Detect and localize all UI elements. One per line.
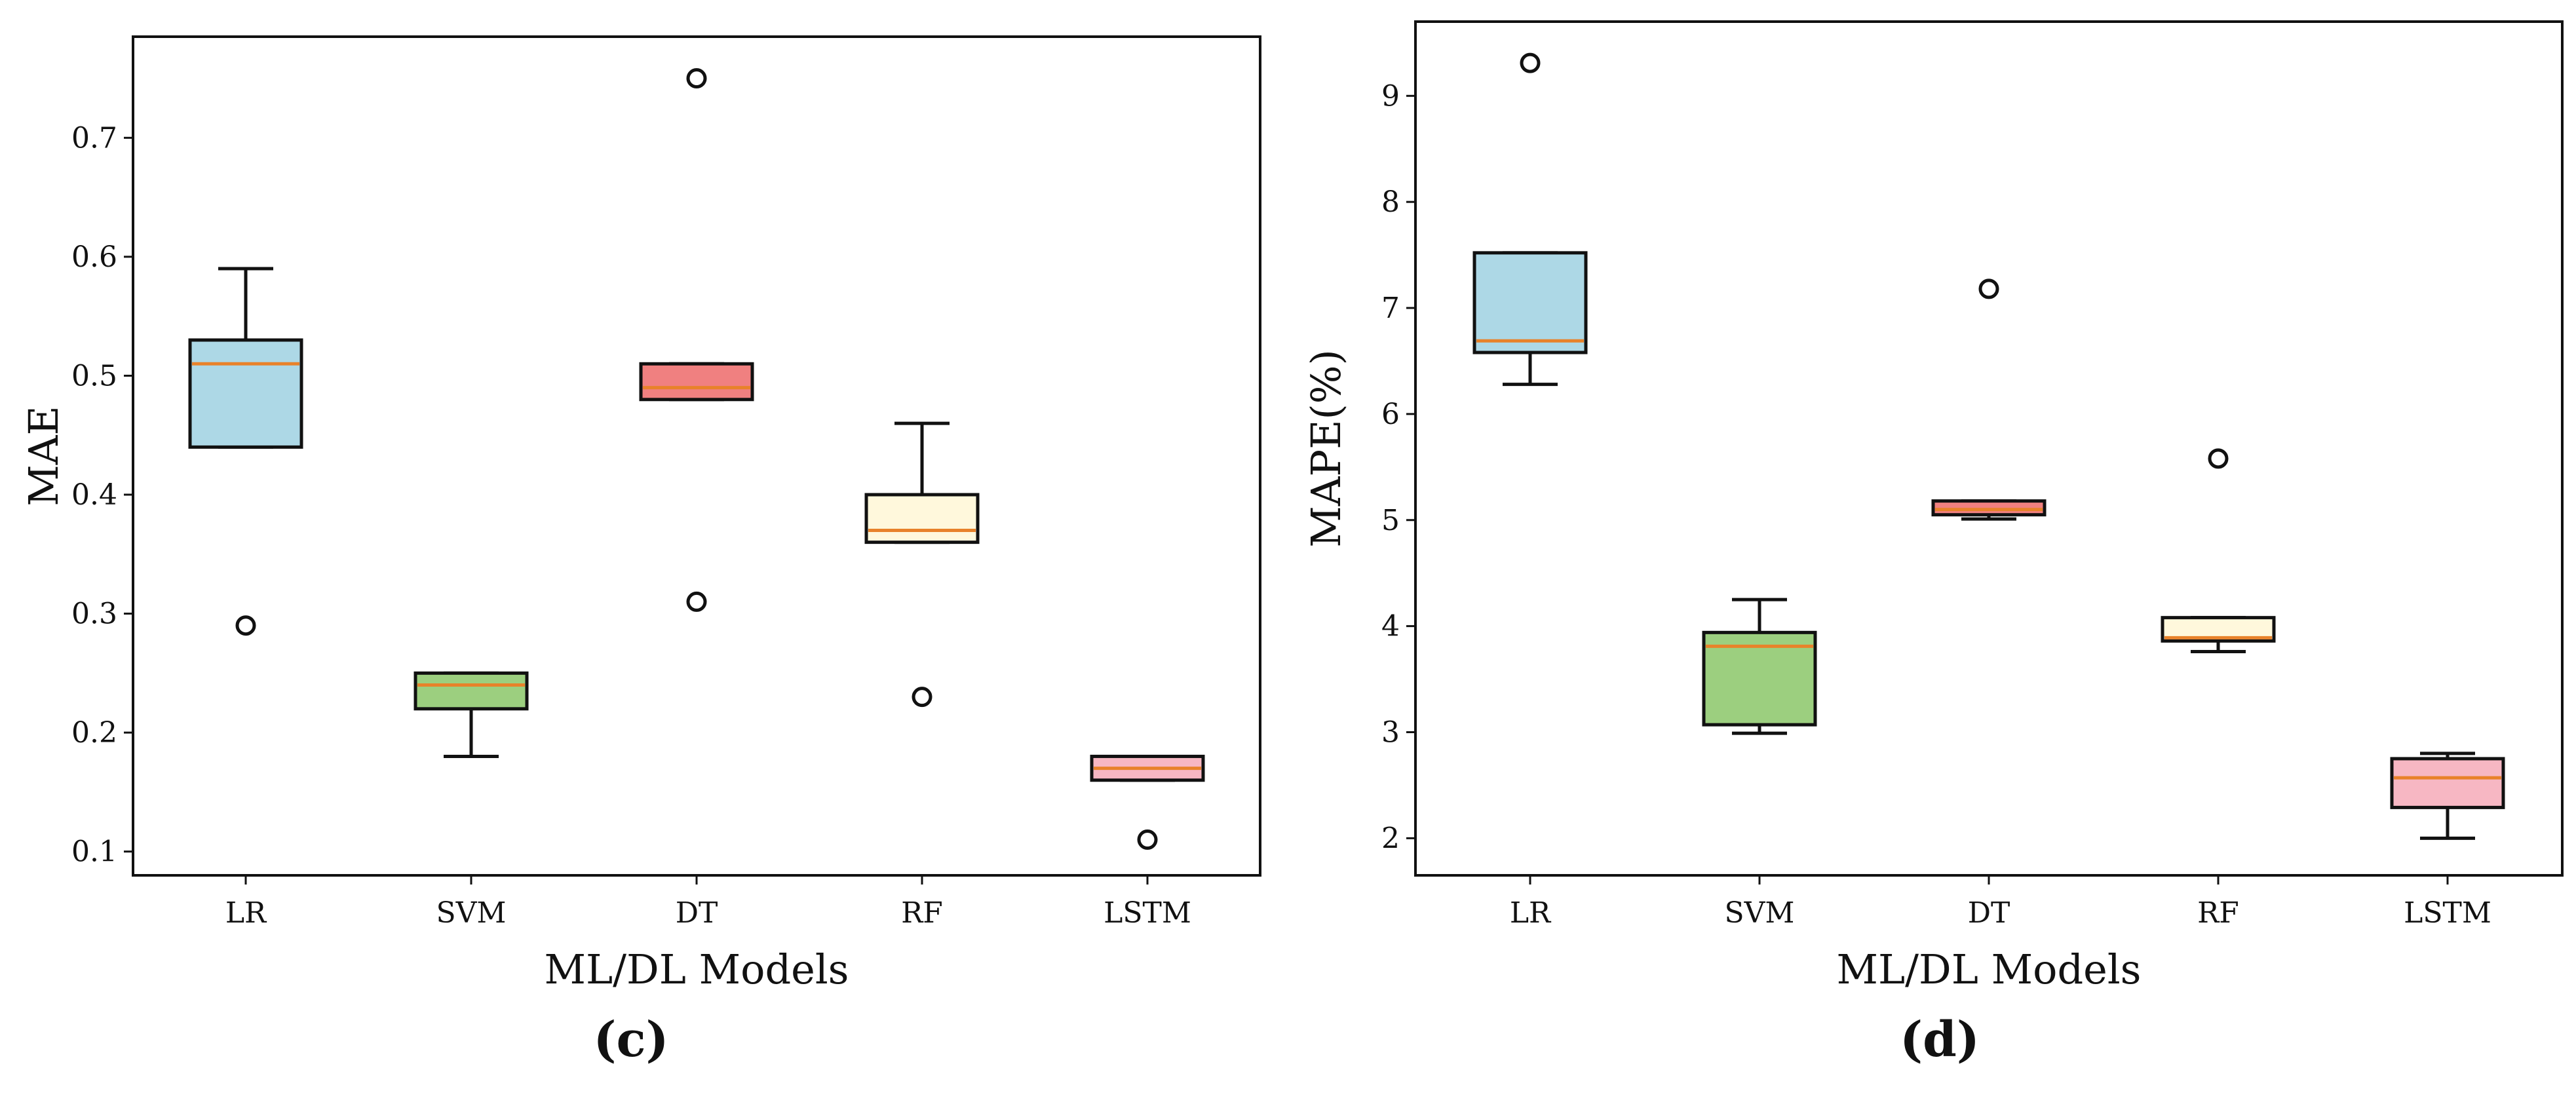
box-dt [1931,278,2047,521]
y-tick-label: 8 [1381,185,1400,219]
box-lr [188,267,303,636]
box-svm [1702,598,1817,735]
x-tick-label: SVM [436,896,507,930]
x-tick-label: SVM [1725,896,1795,930]
y-tick-label: 3 [1381,715,1400,749]
y-tick-label: 0.2 [71,716,117,750]
y-tick-label: 7 [1381,292,1400,325]
outlier-point [235,615,256,636]
outlier-point [2208,448,2229,469]
x-tick-label: LR [1510,896,1552,930]
x-tick-label: LR [225,896,267,930]
box-svm [413,671,529,758]
outlier-point [1978,278,1999,299]
y-tick-label: 0.1 [71,835,117,869]
chart-panel-d: 2 3 4 5 6 7 8 9 LR SVM DT RF LSTM ML/DL Models MAPE(%)… [1302,20,2564,1068]
panel-label: (c) [593,1012,668,1068]
x-tick-label: DT [1968,896,2010,930]
plot-frame [1414,20,2564,877]
box-body [2390,757,2505,809]
y-tick-label: 0.6 [71,240,117,274]
box-dt [639,68,754,612]
chart-panel-c: 0.1 0.2 0.3 0.4 0.5 0.6 0.7 LR SVM DT RF LSTM ML/DL … [20,35,1261,1068]
outlier-point [1137,829,1158,850]
box-body [413,671,529,711]
x-axis-title: ML/DL Models [1837,945,2142,993]
plot-frame [132,35,1261,877]
box-rf [864,421,980,708]
outlier-point [686,591,707,612]
y-axis-title: MAE [20,406,67,506]
outlier-point [912,687,932,708]
box-body [864,493,980,544]
x-tick-label: RF [901,896,943,930]
box-body [639,362,754,402]
box-body [1472,251,1588,354]
y-tick-label: 6 [1381,398,1400,431]
y-tick-label: 0.7 [71,121,117,155]
box-lr [1472,52,1588,387]
box-rf [2161,448,2276,653]
y-axis-title: MAPE(%) [1302,349,1350,548]
x-tick-label: LSTM [2404,896,2491,930]
x-tick-label: RF [2197,896,2239,930]
box-lstm [2390,752,2505,840]
y-tick-label: 0.5 [71,359,117,392]
y-tick-label: 0.3 [71,598,117,631]
box-lstm [1090,754,1205,850]
outlier-point [686,68,707,89]
x-tick-label: LSTM [1104,896,1191,930]
box-body [188,338,303,449]
panel-label: (d) [1900,1012,1980,1068]
x-axis-title: ML/DL Models [545,945,849,993]
outlier-point [1520,52,1541,73]
y-tick-label: 4 [1381,610,1400,643]
y-tick-label: 0.4 [71,478,117,512]
y-tick-label: 5 [1381,504,1400,537]
y-tick-label: 2 [1381,822,1400,855]
y-tick-label: 9 [1381,79,1400,113]
x-tick-label: DT [676,896,718,930]
